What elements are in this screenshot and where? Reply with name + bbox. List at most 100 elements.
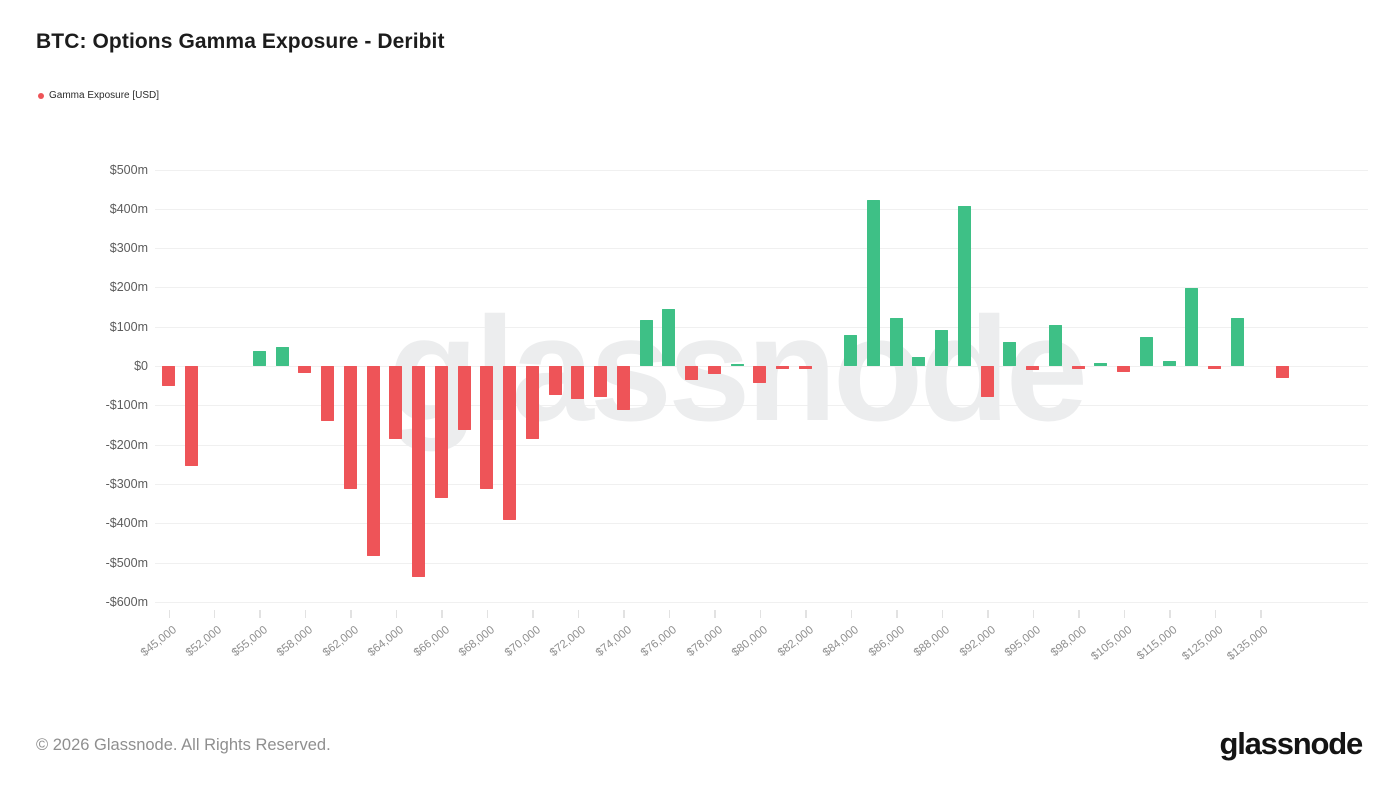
- bar-slot-18[interactable]: [548, 366, 562, 395]
- bar-slot-36[interactable]: [957, 205, 971, 366]
- x-axis-tick-label: $58,000: [275, 624, 316, 660]
- bar-$80,000[interactable]: [753, 366, 767, 383]
- bar-$98,000[interactable]: [1071, 366, 1085, 370]
- gridline: [155, 248, 1368, 250]
- bar-$105,000[interactable]: [1117, 366, 1131, 372]
- y-axis-tick-label: -$600m: [105, 594, 148, 609]
- bar-slot-22[interactable]: [639, 319, 653, 366]
- bar-$55,000[interactable]: [252, 351, 266, 366]
- x-axis-tick-label: $78,000: [684, 624, 725, 660]
- y-axis-tick-label: -$100m: [105, 398, 148, 413]
- bar-slot-50[interactable]: [1276, 366, 1290, 378]
- x-axis-tick-label: $86,000: [866, 624, 907, 660]
- x-axis-tick-label: $125,000: [1179, 624, 1225, 663]
- x-axis-tick: [1078, 610, 1080, 618]
- x-axis-tick: [441, 610, 443, 618]
- bar-$86,000[interactable]: [889, 318, 903, 366]
- x-axis-tick-label: $68,000: [457, 624, 498, 660]
- x-axis-tick-label: $82,000: [775, 624, 816, 660]
- x-axis-tick-label: $66,000: [411, 624, 452, 660]
- bar-$66,000[interactable]: [434, 366, 448, 499]
- bar-slot-20[interactable]: [594, 366, 608, 398]
- x-axis-tick-label: $64,000: [366, 624, 407, 660]
- bar-$92,000[interactable]: [980, 366, 994, 398]
- gridline: [155, 483, 1368, 485]
- gridline: [155, 444, 1368, 446]
- bar-$45,000[interactable]: [162, 366, 175, 386]
- x-axis-tick: [759, 610, 762, 618]
- bar-$70,000[interactable]: [525, 366, 539, 440]
- bar-slot-46[interactable]: [1185, 288, 1199, 366]
- bar-slot-48[interactable]: [1230, 318, 1244, 366]
- bar-slot-14[interactable]: [457, 366, 471, 431]
- x-axis-tick-label: $92,000: [957, 624, 998, 660]
- bar-$95,000[interactable]: [1026, 366, 1040, 370]
- bar-slot-12[interactable]: [412, 366, 426, 578]
- bar-$74,000[interactable]: [616, 366, 630, 411]
- x-axis-tick-label: $80,000: [729, 624, 771, 660]
- bar-$62,000[interactable]: [343, 366, 357, 489]
- bar-slot-26[interactable]: [730, 364, 744, 366]
- bar-slot-24[interactable]: [685, 366, 699, 380]
- y-axis-tick-label: $0: [134, 359, 148, 373]
- gridline: [155, 601, 1368, 603]
- bar-slot-10[interactable]: [366, 366, 380, 556]
- x-axis-tick-label: $55,000: [229, 624, 270, 660]
- x-axis-tick: [941, 610, 944, 618]
- glassnode-logo: glassnode: [1219, 726, 1363, 761]
- x-axis-tick-label: $70,000: [502, 624, 543, 660]
- x-axis-tick: [1169, 610, 1171, 618]
- bar-$115,000[interactable]: [1162, 361, 1176, 366]
- x-axis-tick-label: $76,000: [639, 624, 680, 660]
- x-axis-tick: [805, 610, 807, 618]
- legend-item[interactable]: Gamma Exposure [USD]: [38, 90, 159, 101]
- bar-$64,000[interactable]: [389, 366, 403, 440]
- x-axis-tick-label: $72,000: [548, 624, 589, 660]
- bar-slot-6[interactable]: [275, 347, 289, 366]
- legend-dot-icon: [38, 92, 44, 99]
- chart-title: BTC: Options Gamma Exposure - Deribit: [36, 30, 445, 53]
- x-axis-tick-label: $52,000: [184, 624, 225, 660]
- bar-$82,000[interactable]: [798, 366, 812, 370]
- gridline: [155, 208, 1368, 210]
- bar-$58,000[interactable]: [298, 366, 312, 374]
- bar-$84,000[interactable]: [844, 335, 858, 366]
- gridline: [155, 326, 1368, 328]
- x-axis-tick: [168, 610, 170, 618]
- bar-slot-2[interactable]: [184, 366, 198, 467]
- gridline: [155, 523, 1368, 525]
- x-axis-tick-label: $62,000: [320, 624, 361, 660]
- bar-slot-8[interactable]: [321, 366, 335, 422]
- x-axis-tick: [259, 610, 261, 618]
- bar-$125,000[interactable]: [1208, 366, 1222, 370]
- x-axis-tick: [987, 610, 989, 618]
- bar-$88,000[interactable]: [935, 329, 949, 366]
- bar-slot-34[interactable]: [912, 356, 926, 366]
- x-axis-tick: [350, 610, 352, 618]
- y-axis-tick-label: -$300m: [105, 476, 148, 491]
- y-axis-tick-label: -$500m: [105, 555, 148, 570]
- bar-slot-38[interactable]: [1003, 341, 1017, 366]
- bar-slot-40[interactable]: [1048, 325, 1062, 366]
- x-axis-tick: [1123, 610, 1126, 618]
- bar-slot-42[interactable]: [1094, 362, 1108, 366]
- x-axis-tick-label: $74,000: [593, 624, 634, 660]
- bar-$72,000[interactable]: [571, 366, 585, 400]
- x-axis-tick: [714, 610, 716, 618]
- bar-$68,000[interactable]: [480, 366, 494, 489]
- y-axis-tick-label: $200m: [109, 280, 148, 295]
- y-axis-tick-label: $100m: [109, 319, 148, 334]
- legend-label: Gamma Exposure [USD]: [49, 90, 160, 101]
- gridline: [155, 287, 1368, 289]
- bar-$78,000[interactable]: [707, 366, 721, 374]
- x-axis-tick: [304, 610, 307, 618]
- bar-$76,000[interactable]: [662, 309, 676, 366]
- y-axis-tick-label: $300m: [109, 241, 148, 256]
- bar-slot-28[interactable]: [775, 366, 789, 370]
- gridline: [155, 405, 1368, 407]
- bar-slot-32[interactable]: [866, 200, 880, 366]
- bar-slot-44[interactable]: [1139, 336, 1153, 366]
- bar-slot-16[interactable]: [503, 366, 517, 521]
- x-axis-tick-label: $45,000: [138, 624, 179, 660]
